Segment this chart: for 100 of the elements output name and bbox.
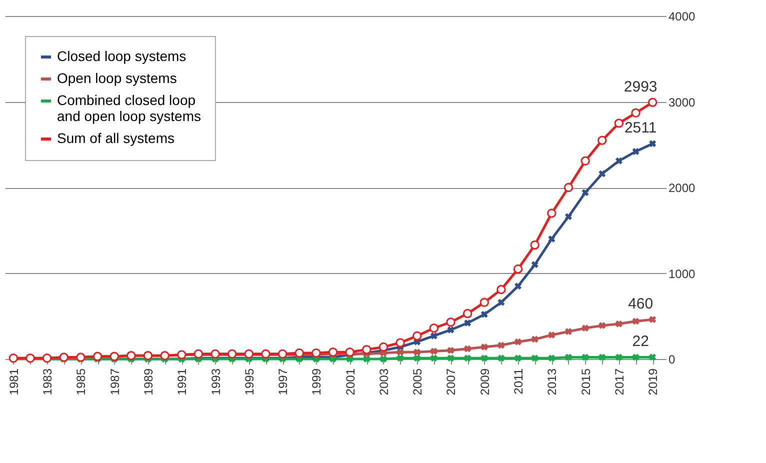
x-tick-label: 1997 (276, 368, 290, 396)
point (632, 318, 640, 325)
point (514, 354, 522, 362)
point (615, 354, 622, 361)
legend-label: Combined closed loop and open loop systems (57, 92, 201, 124)
x-tick-label: 1983 (40, 368, 55, 396)
x-tick-label: 2011 (512, 368, 526, 394)
point (363, 356, 370, 362)
annotation: 22 (632, 333, 649, 350)
point (378, 342, 388, 352)
point (294, 348, 304, 358)
point (598, 136, 607, 145)
x-tick-label: 2005 (410, 368, 425, 396)
x-tick-label: 1995 (242, 368, 256, 396)
point (548, 354, 556, 362)
x-tick-label: 2009 (478, 368, 492, 396)
x-tick-label: 2003 (376, 368, 391, 396)
point (548, 331, 556, 338)
point (430, 332, 438, 340)
annotation: 2993 (624, 78, 658, 96)
point (564, 182, 574, 192)
point (464, 319, 472, 326)
point (598, 170, 606, 178)
point (464, 345, 472, 352)
y-tick-label: 1000 (668, 266, 696, 281)
x-tick-label: 1985 (74, 368, 88, 396)
point (598, 322, 606, 330)
point (429, 324, 439, 333)
point (396, 354, 404, 362)
point (564, 328, 572, 336)
x-tick-label: 1999 (310, 368, 324, 396)
point (412, 331, 422, 340)
annotation: 2511 (624, 120, 657, 137)
point (345, 348, 354, 357)
point (447, 326, 454, 334)
point (531, 336, 538, 343)
point (580, 156, 590, 166)
point (498, 298, 505, 306)
point (548, 235, 556, 242)
point (480, 343, 488, 350)
point (649, 140, 656, 148)
point (446, 318, 456, 327)
point (615, 157, 622, 164)
point (582, 354, 589, 361)
point (649, 316, 656, 324)
y-tick-label: 3000 (668, 95, 696, 110)
point (498, 342, 505, 349)
point (346, 356, 354, 362)
point (615, 320, 622, 328)
point (564, 213, 572, 220)
x-tick-label: 1991 (175, 368, 190, 396)
point (648, 98, 658, 107)
y-tick-label: 2000 (668, 181, 696, 195)
point (396, 348, 404, 356)
point (649, 354, 656, 361)
x-tick-label: 1981 (6, 368, 21, 396)
x-tick-label: 1993 (208, 368, 223, 396)
point (531, 354, 538, 362)
point (598, 354, 606, 361)
point (430, 348, 438, 355)
point (430, 354, 438, 362)
point (480, 354, 488, 362)
x-tick-label: 2007 (444, 368, 458, 396)
x-tick-label: 2001 (343, 368, 358, 396)
point (462, 308, 472, 318)
point (414, 348, 421, 356)
point (582, 189, 589, 196)
point (447, 354, 454, 362)
point (632, 354, 640, 361)
legend-label: Sum of all systems (57, 130, 174, 146)
x-tick-label: 2013 (545, 368, 560, 396)
point (531, 261, 538, 268)
x-tick-label: 1989 (141, 368, 156, 396)
point (414, 354, 421, 362)
x-tick-label: 2017 (612, 368, 626, 396)
point (312, 348, 321, 358)
x-tick-label: 2015 (578, 368, 593, 396)
point (631, 108, 640, 118)
point (447, 346, 454, 354)
y-tick-label: 0 (668, 352, 676, 366)
point (547, 208, 556, 218)
point (530, 240, 540, 250)
point (362, 344, 372, 354)
point (498, 354, 505, 362)
x-tick-label: 1987 (108, 368, 122, 396)
point (496, 284, 506, 294)
legend-label: Open loop systems (57, 70, 177, 86)
point (396, 338, 405, 348)
point (632, 148, 640, 155)
x-tick-label: 2019 (646, 368, 660, 396)
y-tick-label: 4000 (668, 10, 696, 24)
annotation: 460 (628, 296, 654, 313)
point (328, 348, 338, 357)
point (514, 282, 522, 290)
point (564, 354, 572, 361)
point (514, 338, 522, 346)
point (480, 298, 490, 308)
point (582, 324, 589, 332)
point (614, 118, 624, 128)
point (380, 356, 387, 362)
